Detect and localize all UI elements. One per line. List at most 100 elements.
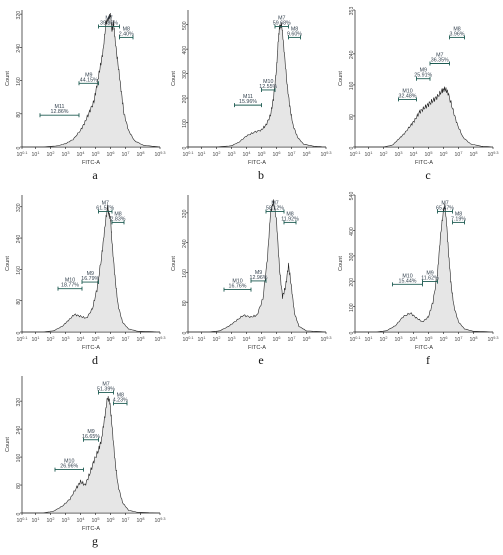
x-tick-label: 109.3 <box>487 336 498 343</box>
y-tick-label: 100 <box>349 303 355 312</box>
x-axis-label: FITC-A <box>415 160 433 166</box>
histogram-series <box>188 199 327 333</box>
x-tick-label: 100.1 <box>16 336 27 343</box>
x-tick-label: 108 <box>303 151 311 158</box>
y-tick-label: 0 <box>349 146 355 149</box>
x-tick-label: 106 <box>107 517 115 524</box>
y-tick-label: 0 <box>349 331 355 334</box>
marker-name: M9 <box>420 68 427 74</box>
marker-name: M9 <box>255 270 262 276</box>
marker-name: M8 <box>455 211 462 217</box>
x-tick-label: 102 <box>213 336 221 343</box>
x-axis-label: FITC-A <box>248 345 266 351</box>
y-tick-label: 400 <box>182 46 188 55</box>
marker-pct: 9.60% <box>287 31 302 37</box>
y-tick-label: 0 <box>182 146 188 149</box>
y-tick-label: 0 <box>16 146 22 149</box>
y-tick-label: 200 <box>182 95 188 104</box>
y-tick-label: 240 <box>16 44 22 53</box>
marker-name: M11 <box>243 94 253 100</box>
x-tick-label: 102 <box>380 151 388 158</box>
histogram-series <box>22 12 161 148</box>
marker-name: M8 <box>117 392 124 398</box>
marker-name: M10 <box>402 273 412 279</box>
marker-pct: 58.12% <box>266 205 284 211</box>
marker-name: M9 <box>426 271 433 277</box>
x-tick-label: 104 <box>243 336 251 343</box>
x-axis-label: FITC-A <box>415 345 433 351</box>
y-tick-label: 353 <box>349 7 355 16</box>
x-tick-label: 104 <box>77 336 85 343</box>
panel-letter: f <box>426 353 430 367</box>
panel-letter: a <box>92 168 98 182</box>
y-tick-label: 160 <box>16 77 22 86</box>
panel-c: 0 80 160 240 353 100.1 101 102 103 104 105 106 107 10… <box>338 7 499 182</box>
x-tick-label: 100.1 <box>349 336 360 343</box>
x-tick-label: 109.3 <box>320 336 331 343</box>
marker-pct: 16.79% <box>81 276 99 282</box>
x-tick-label: 108 <box>137 151 145 158</box>
y-tick-label: 240 <box>349 50 355 59</box>
marker-pct: 32.48% <box>399 93 417 99</box>
y-axis-label: Count <box>5 437 11 452</box>
marker-pct: 51.39% <box>97 386 115 392</box>
marker-pct: 18.77% <box>61 283 79 289</box>
x-tick-label: 107 <box>122 517 130 524</box>
x-tick-label: 105 <box>425 151 433 158</box>
x-tick-label: 106 <box>440 151 448 158</box>
y-tick-label: 320 <box>16 11 22 20</box>
marker-name: M7 <box>102 200 109 206</box>
x-tick-label: 105 <box>92 517 100 524</box>
y-axis-label: Count <box>338 256 344 271</box>
marker-name: M9 <box>87 271 94 277</box>
marker-pct: 15.44% <box>399 278 417 284</box>
x-tick-label: 106 <box>273 151 281 158</box>
x-tick-label: 107 <box>122 336 130 343</box>
x-tick-label: 102 <box>380 336 388 343</box>
y-tick-label: 160 <box>349 81 355 90</box>
marker-pct: 39.86% <box>100 20 118 26</box>
x-tick-label: 108 <box>303 336 311 343</box>
y-tick-label: 0 <box>16 331 22 334</box>
histogram-series <box>355 203 494 333</box>
x-tick-label: 102 <box>47 336 55 343</box>
x-tick-label: 106 <box>440 336 448 343</box>
histogram-series <box>22 204 161 333</box>
y-axis-label: Count <box>338 71 344 86</box>
marker-pct: 11.92% <box>281 216 299 222</box>
y-tick-label: 400 <box>349 227 355 236</box>
x-tick-label: 100.1 <box>182 336 193 343</box>
panel-e: 0 80 160 240 320 100.1 101 102 103 104 105 106 107 10… <box>171 195 332 367</box>
y-tick-label: 80 <box>349 114 355 120</box>
panel-letter: c <box>425 168 430 182</box>
x-tick-label: 101 <box>32 517 40 524</box>
x-tick-label: 105 <box>92 336 100 343</box>
x-tick-label: 103 <box>228 151 236 158</box>
panel-letter: e <box>258 353 263 367</box>
marker-pct: 12.96% <box>250 275 268 281</box>
x-tick-label: 100.1 <box>16 151 27 158</box>
y-tick-label: 300 <box>182 70 188 79</box>
x-tick-label: 103 <box>62 517 70 524</box>
panel-letter: g <box>92 534 98 548</box>
marker-name: M10 <box>263 79 273 85</box>
x-tick-label: 104 <box>77 517 85 524</box>
marker-name: M10 <box>402 88 412 94</box>
x-tick-label: 103 <box>62 336 70 343</box>
marker-pct: 36.35% <box>431 57 449 63</box>
x-tick-label: 101 <box>32 336 40 343</box>
x-tick-label: 104 <box>410 151 418 158</box>
y-tick-label: 100 <box>182 119 188 128</box>
marker-pct: 2.40% <box>119 31 134 37</box>
marker-pct: 26.96% <box>60 464 78 470</box>
marker-pct: 3.96% <box>449 31 464 37</box>
x-axis-label: FITC-A <box>82 526 100 532</box>
y-tick-label: 500 <box>182 21 188 30</box>
x-tick-label: 105 <box>92 151 100 158</box>
panel-letter: d <box>92 353 98 367</box>
x-tick-label: 101 <box>365 336 373 343</box>
marker-name: M10 <box>65 278 75 284</box>
x-tick-label: 100.1 <box>349 151 360 158</box>
